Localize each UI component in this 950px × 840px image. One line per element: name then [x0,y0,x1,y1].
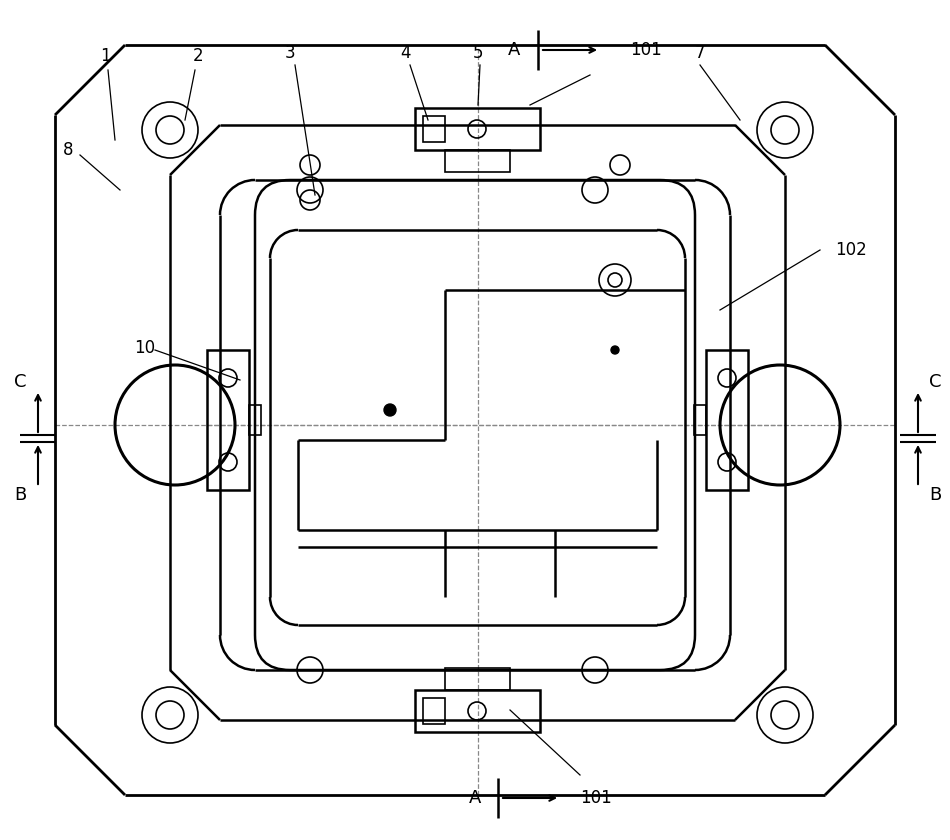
Text: 7: 7 [694,44,705,62]
Bar [423,698,445,724]
Bar [694,405,706,435]
Text: 8: 8 [63,141,73,159]
Bar [415,108,540,150]
Text: 102: 102 [835,241,866,259]
Bar [207,350,249,490]
Text: B: B [929,486,941,504]
Bar [445,668,510,690]
Text: 101: 101 [580,789,612,807]
Text: 10: 10 [135,339,156,357]
Circle shape [611,346,619,354]
Text: B: B [14,486,27,504]
Text: 3: 3 [285,44,295,62]
Text: A: A [468,789,482,807]
Bar [706,350,748,490]
Text: 101: 101 [630,41,662,59]
Circle shape [384,404,396,416]
Text: 2: 2 [193,47,203,65]
Text: 5: 5 [473,44,484,62]
Text: 4: 4 [400,44,410,62]
Text: C: C [929,373,941,391]
Text: 1: 1 [100,47,110,65]
Text: A: A [508,41,521,59]
Bar [445,150,510,172]
Text: C: C [13,373,27,391]
Bar [423,116,445,142]
Bar [249,405,261,435]
Bar [415,690,540,732]
